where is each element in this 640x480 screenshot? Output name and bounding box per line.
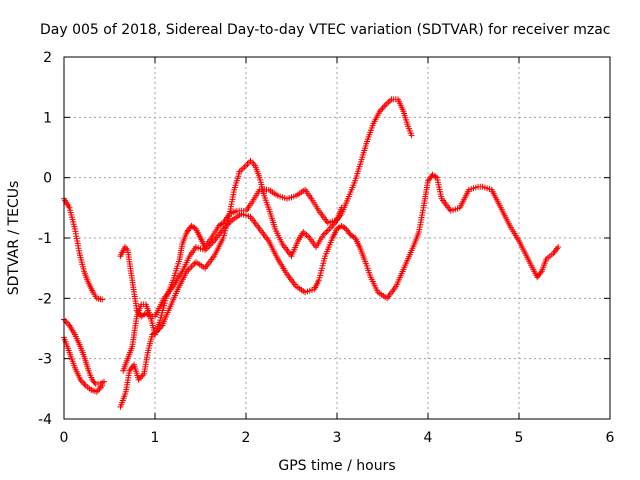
x-axis-label: GPS time / hours xyxy=(278,458,395,474)
x-tick-label: 3 xyxy=(333,430,342,446)
series-markers xyxy=(117,96,415,410)
series-trace-5 xyxy=(117,96,415,410)
y-tick-label: -2 xyxy=(38,291,52,307)
y-tick-label: 2 xyxy=(43,50,52,66)
x-tick-label: 2 xyxy=(242,430,251,446)
y-tick-label: -4 xyxy=(38,412,52,428)
x-tick-label: 0 xyxy=(60,430,69,446)
series-trace-6 xyxy=(120,186,345,374)
y-tick-label: 1 xyxy=(43,110,52,126)
x-tick-label: 1 xyxy=(151,430,160,446)
x-tick-label: 5 xyxy=(515,430,524,446)
data-points xyxy=(61,96,562,410)
y-tick-label: -1 xyxy=(38,231,52,247)
x-tick-label: 6 xyxy=(606,430,615,446)
y-tick-label: -3 xyxy=(38,352,52,368)
x-tick-label: 4 xyxy=(424,430,433,446)
series-markers xyxy=(120,186,345,374)
tick-labels: 0 1 2 3 4 5 6 -4 -3 -2 -1 0 1 2 xyxy=(38,50,615,446)
axis-ticks xyxy=(63,56,611,420)
y-axis-label: SDTVAR / TECUs xyxy=(6,181,22,296)
chart-title: Day 005 of 2018, Sidereal Day-to-day VTE… xyxy=(40,22,610,38)
y-tick-label: 0 xyxy=(43,171,52,187)
